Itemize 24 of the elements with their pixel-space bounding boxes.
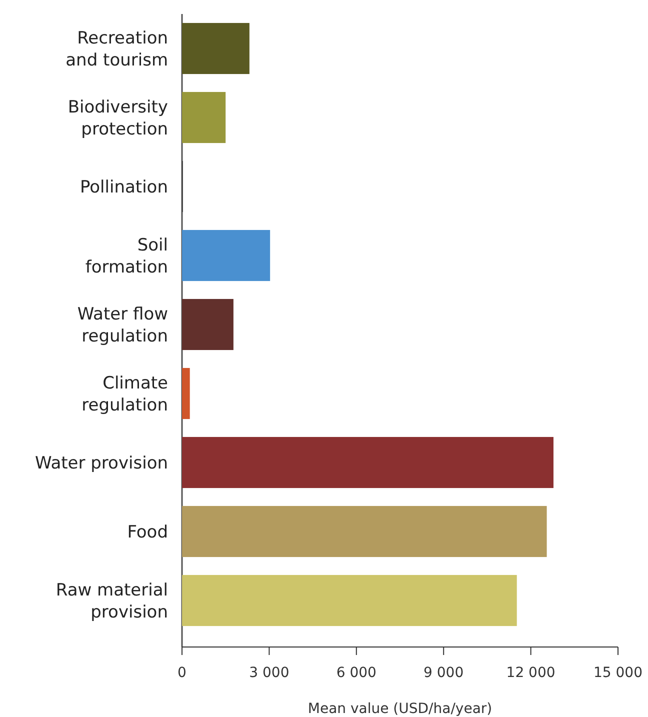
y-tick-label: Raw material provision [56,580,168,622]
bar [182,506,547,558]
x-tick-label: 6 000 [336,665,376,681]
bar [182,298,234,350]
y-tick-label: Soil formation [85,236,168,278]
bar [182,368,190,420]
y-tick-label: Pollination [80,178,168,198]
y-tick-label: Biodiversity protection [68,98,168,140]
x-tick-label: 0 [178,665,186,681]
bar [182,92,226,144]
x-tick-label: 12 000 [506,665,556,681]
bar [182,436,554,488]
bar [182,574,517,626]
x-tick-label: 3 000 [249,665,290,681]
x-axis-title: Mean value (USD/ha/year) [308,701,492,717]
y-tick-label: Climate regulation [82,374,168,416]
bar [182,230,270,282]
x-tick-label: 15 000 [594,665,642,681]
y-tick-label: Water provision [34,454,168,474]
y-tick-label: Water flow regulation [77,304,168,346]
y-tick-label: Recreation and tourism [66,28,168,70]
x-tick-label: 9 000 [424,665,464,681]
y-tick-label: Food [127,522,168,542]
bar [182,22,250,74]
